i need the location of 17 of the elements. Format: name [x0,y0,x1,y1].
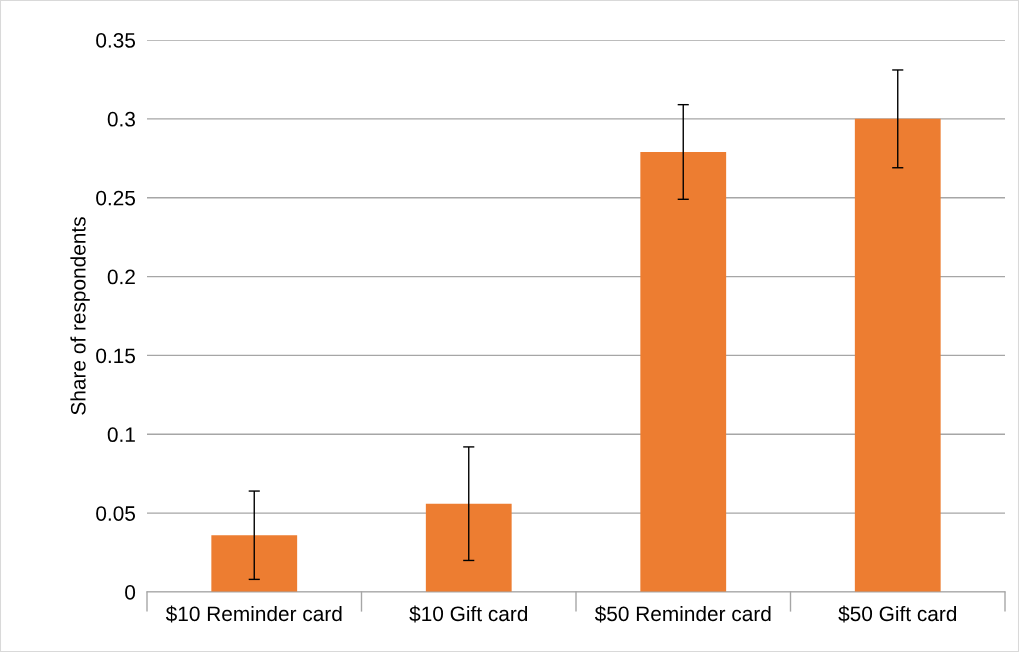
y-axis-title: Share of respondents [70,217,90,415]
x-tick-label: $50 Reminder card [594,605,771,623]
y-tick-label: 0.2 [107,269,135,285]
bar [640,151,727,592]
y-tick-label: 0.25 [96,190,136,206]
y-tick-label: 0.15 [96,348,136,364]
x-tick-label: $50 Gift card [838,605,957,623]
y-tick-label: 0.1 [107,427,135,443]
x-tick-label: $10 Gift card [409,605,528,623]
x-tick-label: $10 Reminder card [165,605,342,623]
bar [425,503,512,592]
y-tick-label: 0.35 [96,33,136,48]
y-tick-label: 0.3 [107,111,135,127]
bar [211,535,298,592]
bar [854,118,941,592]
y-tick-label: 0.05 [96,506,136,521]
y-tick-label: 0 [125,585,136,600]
